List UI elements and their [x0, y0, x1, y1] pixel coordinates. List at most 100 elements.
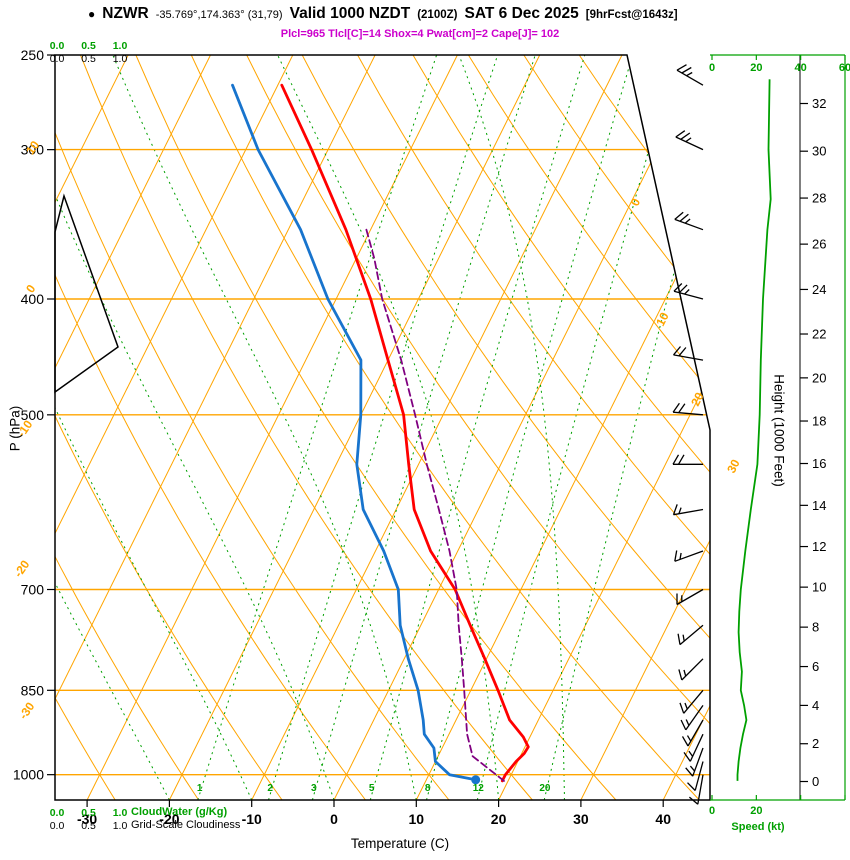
svg-text:20: 20 — [539, 783, 551, 794]
isotherm-labels: 0 10 20 30 — [628, 196, 743, 476]
wind-barbs — [672, 64, 704, 805]
svg-text:20: 20 — [750, 805, 762, 817]
plot-frame — [54, 54, 711, 801]
svg-text:0.5: 0.5 — [81, 807, 96, 819]
svg-text:12: 12 — [812, 539, 826, 554]
height-axis-title: Height (1000 Feet) — [771, 374, 787, 487]
svg-text:-30: -30 — [16, 699, 38, 722]
dewpoint-curve — [231, 83, 478, 782]
pressure-axis: 250 300 400 500 700 850 1000 — [13, 47, 55, 783]
svg-text:-20: -20 — [159, 811, 179, 827]
svg-text:-30: -30 — [77, 811, 97, 827]
svg-text:0.0: 0.0 — [50, 820, 65, 832]
dry-adiabats — [55, 55, 710, 800]
svg-text:0.5: 0.5 — [81, 820, 96, 832]
svg-text:0.0: 0.0 — [50, 40, 65, 52]
isotherms — [55, 55, 710, 800]
speed-axis-title: Speed (kt) — [731, 821, 785, 833]
svg-text:3: 3 — [311, 783, 317, 794]
svg-text:30: 30 — [573, 811, 589, 827]
mixing-ratio-labels: 1 2 3 5 8 12 20 — [197, 783, 551, 794]
svg-text:20: 20 — [750, 62, 762, 74]
svg-text:40: 40 — [795, 62, 807, 74]
svg-text:400: 400 — [21, 291, 45, 307]
svg-text:10: 10 — [653, 310, 672, 329]
svg-text:250: 250 — [21, 47, 45, 63]
svg-text:30: 30 — [724, 457, 743, 476]
svg-text:1: 1 — [197, 783, 203, 794]
svg-text:0: 0 — [628, 196, 644, 209]
svg-text:1.0: 1.0 — [113, 820, 128, 832]
svg-text:32: 32 — [812, 96, 826, 111]
svg-text:1.0: 1.0 — [113, 53, 128, 65]
svg-text:1.0: 1.0 — [113, 807, 128, 819]
domain-boundary-polygon — [54, 193, 119, 394]
svg-text:8: 8 — [812, 620, 819, 635]
svg-text:300: 300 — [21, 142, 45, 158]
svg-text:0.0: 0.0 — [50, 53, 65, 65]
svg-text:700: 700 — [21, 582, 45, 598]
svg-text:-10: -10 — [242, 811, 262, 827]
svg-text:60: 60 — [839, 62, 850, 74]
svg-text:24: 24 — [812, 282, 826, 297]
cloudwater-label: CloudWater (g/Kg) — [131, 806, 228, 818]
svg-text:1000: 1000 — [13, 767, 44, 783]
temperature-axis: -30 -20 -10 0 10 20 30 40 — [77, 800, 671, 827]
svg-text:28: 28 — [812, 191, 826, 206]
svg-text:5: 5 — [369, 783, 375, 794]
svg-text:10: 10 — [812, 580, 826, 595]
svg-text:0: 0 — [812, 774, 819, 789]
svg-text:0.0: 0.0 — [50, 807, 65, 819]
svg-text:20: 20 — [688, 390, 707, 409]
pressure-axis-title: P (hPa) — [7, 405, 23, 452]
cloudwater-cloudiness-scales: 0.00.00.50.51.01.00.00.00.50.51.01.0 — [50, 40, 128, 832]
svg-text:20: 20 — [812, 370, 826, 385]
valid-zulu: (2100Z) — [417, 9, 458, 21]
svg-text:16: 16 — [812, 456, 826, 471]
svg-text:0.5: 0.5 — [81, 53, 96, 65]
svg-text:26: 26 — [812, 237, 826, 252]
station-id: NZWR — [102, 5, 149, 22]
stability-indices: Plcl=965 Tlcl[C]=14 Shox=4 Pwat[cm]=2 Ca… — [280, 28, 560, 40]
svg-text:500: 500 — [21, 407, 45, 423]
wind-speed-profile — [736, 79, 772, 781]
svg-text:4: 4 — [812, 698, 819, 713]
forecast-tag: [9hrFcst@1643z] — [585, 9, 678, 21]
svg-text:850: 850 — [21, 682, 45, 698]
station-bullet-icon: ● — [88, 7, 96, 21]
svg-text:2: 2 — [267, 783, 273, 794]
svg-text:6: 6 — [812, 659, 819, 674]
surface-dewpoint-dot — [471, 775, 481, 785]
svg-text:40: 40 — [655, 811, 671, 827]
plot-area — [55, 55, 710, 800]
title-bar: ● NZWR -35.769°,174.363° (31,79) Valid 1… — [88, 5, 678, 23]
temperature-curve — [280, 83, 530, 783]
moist-adiabats — [55, 55, 565, 800]
valid-time: Valid 1000 NZDT — [289, 5, 411, 22]
svg-text:-20: -20 — [11, 557, 33, 580]
svg-text:18: 18 — [812, 414, 826, 429]
svg-text:0.5: 0.5 — [81, 40, 96, 52]
svg-text:8: 8 — [425, 783, 431, 794]
svg-text:0: 0 — [709, 805, 715, 817]
plot-border — [54, 54, 711, 801]
svg-text:10: 10 — [409, 811, 425, 827]
cloudiness-label: Grid-Scale Cloudiness — [131, 819, 241, 831]
svg-text:0: 0 — [330, 811, 338, 827]
temperature-axis-title: Temperature (C) — [350, 836, 450, 851]
parcel-curve — [365, 228, 505, 782]
svg-text:14: 14 — [812, 498, 826, 513]
svg-text:22: 22 — [812, 327, 826, 342]
svg-text:20: 20 — [491, 811, 507, 827]
pressure-gridlines — [55, 148, 710, 776]
svg-text:30: 30 — [812, 144, 826, 159]
valid-date: SAT 6 Dec 2025 — [464, 5, 579, 22]
svg-text:2: 2 — [812, 736, 819, 751]
svg-text:0: 0 — [709, 62, 715, 74]
svg-text:1.0: 1.0 — [113, 40, 128, 52]
svg-text:12: 12 — [473, 783, 485, 794]
